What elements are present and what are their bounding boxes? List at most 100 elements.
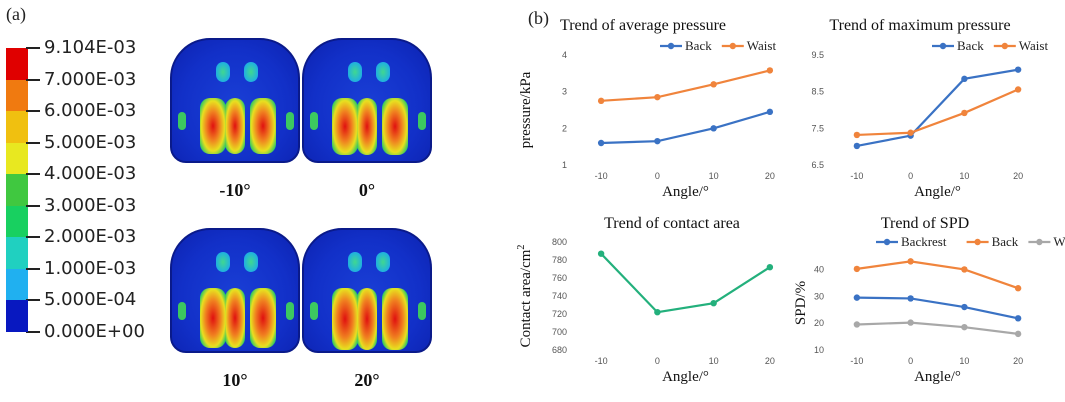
x-tick-label: -10 — [595, 356, 608, 366]
data-point — [853, 142, 861, 150]
x-tick-label: 10 — [709, 171, 719, 181]
y-tick-label: 4 — [562, 50, 567, 60]
colorbar-tick — [26, 267, 40, 270]
colorbar-swatch — [6, 300, 28, 332]
colorbar-tick — [26, 236, 40, 238]
pressure-zone — [332, 98, 358, 155]
legend-label: Waist — [1019, 38, 1049, 53]
colorbar-label: 4.000E-03 — [44, 163, 137, 184]
seat-map — [170, 228, 300, 353]
series-line — [856, 68, 1019, 148]
x-axis-label: Angle/° — [662, 184, 709, 200]
pressure-zone — [225, 98, 245, 154]
data-point — [961, 109, 968, 117]
panel-a-tag: (a) — [6, 4, 26, 24]
y-tick-label: 680 — [552, 345, 567, 355]
side-zone — [178, 112, 186, 130]
pressure-zone — [382, 288, 408, 350]
y-tick-label: 740 — [552, 291, 567, 301]
legend-label: Backrest — [901, 234, 947, 249]
data-point — [853, 294, 861, 301]
colorbar-swatch — [6, 237, 28, 269]
data-point — [597, 139, 605, 147]
y-tick-label: 3 — [562, 87, 567, 97]
panel-b-tag: (b) — [528, 8, 549, 28]
series-line — [601, 69, 771, 102]
data-point — [907, 295, 914, 302]
y-tick-label: 20 — [814, 318, 824, 328]
x-tick-label: 20 — [765, 356, 775, 366]
upper-zone — [348, 252, 362, 272]
series-line — [856, 321, 1019, 335]
side-zone — [178, 302, 186, 320]
legend-label: Waist — [747, 38, 777, 53]
pressure-zone — [200, 98, 226, 154]
chart-title: Trend of maximum pressure — [829, 17, 1010, 34]
chart-title: Trend of average pressure — [560, 17, 726, 34]
y-tick-label: 760 — [552, 273, 567, 283]
legend-marker — [1036, 238, 1043, 246]
pressure-zone — [332, 288, 358, 350]
colorbar-label: 0.000E+00 — [44, 320, 145, 342]
y-tick-label: 40 — [814, 264, 824, 274]
series-line — [856, 88, 1019, 137]
side-zone — [418, 302, 426, 320]
y-tick-label: 720 — [552, 309, 567, 319]
series-line — [601, 110, 771, 145]
colorbar-swatch — [6, 205, 28, 237]
data-point — [961, 323, 968, 331]
data-point — [853, 265, 861, 273]
colorbar-label: 5.000E-03 — [44, 131, 137, 153]
x-tick-label: 20 — [765, 171, 775, 181]
colorbar-label: 9.104E-03 — [44, 37, 137, 58]
legend-label: Waist — [1053, 234, 1065, 249]
chart-title: Trend of SPD — [881, 215, 969, 232]
y-tick-label: 7.5 — [811, 123, 824, 133]
series-line — [856, 260, 1019, 290]
legend-label: Back — [685, 38, 712, 53]
data-point — [710, 125, 717, 132]
x-tick-label: -10 — [595, 171, 608, 181]
colorbar-tick — [26, 78, 40, 81]
seat-angle-label: 0° — [358, 180, 376, 200]
seat-map — [302, 228, 432, 353]
y-tick-label: 800 — [552, 237, 567, 247]
x-axis-label: Angle/° — [662, 369, 709, 385]
data-point — [597, 97, 605, 105]
series-line — [600, 252, 771, 314]
pressure-zone — [357, 288, 377, 350]
colorbar-tick — [26, 141, 40, 144]
data-point — [907, 258, 914, 265]
x-tick-label: 20 — [1013, 356, 1023, 366]
upper-zone — [216, 62, 230, 82]
side-zone — [310, 112, 318, 130]
colorbar-label: 3.000E-03 — [44, 194, 137, 216]
seat-map — [170, 38, 300, 163]
upper-zone — [348, 62, 362, 82]
colorbar-swatch — [6, 268, 28, 300]
seat-angle-label: 20° — [354, 370, 380, 390]
data-point — [907, 129, 914, 136]
x-tick-label: 0 — [655, 171, 660, 181]
data-point — [1014, 330, 1022, 338]
y-axis-label: pressure/kPa — [518, 71, 534, 148]
colorbar-label: 5.000E-04 — [44, 289, 137, 310]
y-tick-label: 780 — [552, 255, 567, 265]
data-point — [597, 250, 605, 257]
colorbar-swatch — [6, 79, 28, 111]
legend-marker — [667, 42, 675, 50]
legend-marker — [729, 42, 736, 50]
colorbar-swatch — [6, 111, 28, 143]
y-tick-label: 700 — [552, 327, 567, 337]
colorbar-label: 7.000E-03 — [44, 68, 137, 90]
legend-marker — [1001, 42, 1008, 50]
data-point — [853, 131, 861, 139]
side-zone — [286, 112, 294, 130]
side-zone — [286, 302, 294, 320]
pressure-zone — [382, 98, 408, 155]
y-tick-label: 9.5 — [811, 50, 824, 60]
data-point — [961, 303, 968, 311]
pressure-zone — [200, 288, 226, 348]
colorbar-swatch — [6, 142, 28, 174]
x-tick-label: 0 — [908, 171, 913, 181]
